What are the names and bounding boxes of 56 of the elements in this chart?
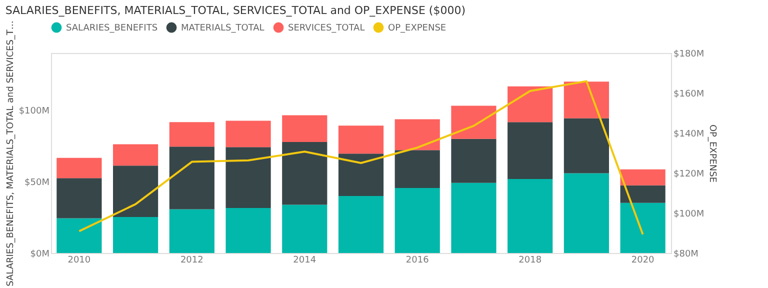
bar — [282, 204, 328, 253]
bar — [451, 138, 496, 183]
bar — [113, 144, 158, 166]
bar — [451, 182, 496, 253]
bar — [564, 82, 609, 118]
bar — [451, 106, 496, 139]
bar — [394, 150, 440, 188]
bar — [508, 86, 553, 122]
bar — [620, 185, 666, 203]
x-tick-label: 2014 — [293, 256, 316, 266]
y-tick-label: $0M — [30, 250, 50, 260]
bar — [56, 158, 102, 178]
legend-label: MATERIALS_TOTAL — [181, 24, 264, 34]
bar — [226, 120, 271, 148]
bar — [169, 122, 214, 147]
y2-tick-label: $120M — [674, 170, 704, 180]
y-tick-label: $100M — [18, 106, 50, 117]
y2-tick-label: $80M — [674, 250, 698, 260]
legend-label: SALARIES_BENEFITS — [66, 24, 158, 34]
y-axis-title: SALARIES_BENEFITS, MATERIALS_TOTAL and SERVICES_T… — [6, 20, 16, 286]
chart-title: SALARIES_BENEFITS, MATERIALS_TOTAL, SERVICES_TOTAL and OP_EXPENSE ($000) — [5, 4, 466, 18]
bar — [282, 115, 328, 142]
x-tick-label: 2018 — [518, 256, 542, 266]
bar — [338, 196, 384, 253]
y-tick-label: $50M — [24, 178, 50, 188]
y2-tick-label: $140M — [674, 130, 704, 140]
bar — [282, 142, 328, 205]
bar — [56, 218, 102, 253]
bar — [169, 146, 214, 210]
bar — [564, 118, 609, 174]
y2-axis-title: OP_EXPENSE — [707, 124, 718, 183]
y2-tick-label: $100M — [674, 210, 704, 220]
bar — [169, 209, 214, 253]
x-tick-label: 2010 — [68, 256, 91, 266]
bar — [394, 119, 440, 150]
x-tick-label: 2012 — [180, 256, 204, 266]
x-tick-label: 2020 — [631, 256, 655, 266]
line-series — [78, 80, 644, 236]
bar — [226, 147, 271, 208]
bar — [338, 126, 384, 154]
bar — [338, 154, 384, 196]
bar — [508, 179, 553, 253]
x-tick-label: 2016 — [406, 256, 430, 266]
bar — [564, 173, 609, 253]
bar — [113, 217, 158, 253]
y2-tick-label: $180M — [674, 50, 704, 60]
bar — [56, 178, 102, 218]
bar — [508, 122, 553, 179]
legend-label: OP_EXPENSE — [388, 24, 446, 34]
bar — [226, 208, 271, 253]
bar — [620, 169, 666, 186]
bar — [620, 202, 666, 253]
legend-label: SERVICES_TOTAL — [288, 24, 365, 34]
bar — [113, 166, 158, 217]
y2-tick-label: $160M — [674, 90, 704, 100]
bar — [394, 188, 440, 253]
